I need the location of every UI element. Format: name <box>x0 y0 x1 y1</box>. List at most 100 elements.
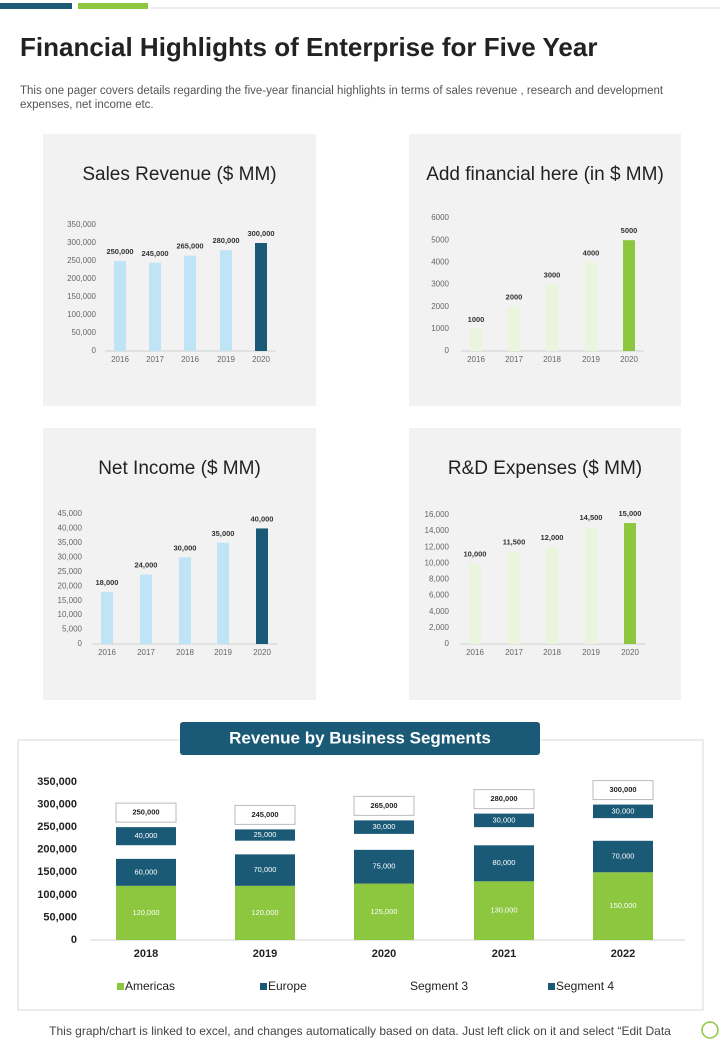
x-tick-label: 2020 <box>621 648 639 657</box>
footer-note: This graph/chart is linked to excel, and… <box>49 1024 671 1038</box>
x-tick-label: 2016 <box>111 355 129 364</box>
x-tick-label: 2020 <box>620 355 638 364</box>
y-tick-label: 50,000 <box>72 328 97 337</box>
bar-segment <box>474 845 534 882</box>
x-tick-label: 2019 <box>582 648 600 657</box>
chart-title: R&D Expenses ($ MM) <box>448 458 642 479</box>
total-box <box>115 802 177 823</box>
y-tick-label: 150,000 <box>37 866 77 878</box>
y-tick-label: 40,000 <box>58 524 83 533</box>
legend-swatch <box>260 983 267 990</box>
legend-swatch <box>548 983 555 990</box>
x-tick-label: 2016 <box>181 355 199 364</box>
bar-segment <box>474 881 534 940</box>
bar <box>101 592 113 644</box>
x-tick-label: 2019 <box>253 948 277 960</box>
bar <box>623 240 635 351</box>
legend-label: Segment 3 <box>410 979 468 993</box>
y-tick-label: 50,000 <box>43 911 77 923</box>
bar <box>149 262 161 351</box>
y-tick-label: 0 <box>92 346 97 355</box>
value-label: 18,000 <box>96 578 119 587</box>
bar <box>508 306 520 351</box>
legend-swatch <box>117 983 124 990</box>
bar-segment <box>593 840 653 873</box>
y-tick-label: 1000 <box>431 324 449 333</box>
bar <box>585 527 597 644</box>
y-tick-label: 10,000 <box>58 610 83 619</box>
total-label: 245,000 <box>251 810 278 819</box>
total-label: 250,000 <box>132 808 159 817</box>
bar <box>255 243 267 351</box>
bar-segment <box>354 820 414 834</box>
value-label: 30,000 <box>493 815 516 824</box>
legend-label: Europe <box>268 979 307 993</box>
value-label: 70,000 <box>612 851 635 860</box>
total-label: 280,000 <box>490 794 517 803</box>
x-tick-label: 2018 <box>134 948 158 960</box>
bar <box>546 547 558 644</box>
total-label: 300,000 <box>609 785 636 794</box>
subtitle-box: This one pager covers details regarding … <box>20 85 664 111</box>
deco-bar <box>78 3 148 9</box>
deco-bar <box>0 3 72 9</box>
value-label: 30,000 <box>373 822 396 831</box>
x-tick-label: 2019 <box>214 648 232 657</box>
y-tick-label: 0 <box>445 346 450 355</box>
y-tick-label: 250,000 <box>67 256 96 265</box>
subtitle: This one pager covers details regarding … <box>20 85 664 111</box>
bar <box>508 551 520 644</box>
y-tick-label: 3000 <box>431 280 449 289</box>
bar <box>470 328 482 351</box>
y-tick-label: 5,000 <box>62 625 83 634</box>
y-tick-label: 0 <box>445 639 450 648</box>
y-tick-label: 4000 <box>431 257 449 266</box>
value-label: 25,000 <box>254 830 277 839</box>
y-tick-label: 0 <box>71 934 77 946</box>
total-box <box>353 795 415 816</box>
bar <box>256 528 268 644</box>
y-tick-label: 15,000 <box>58 596 83 605</box>
y-tick-label: 6000 <box>431 213 449 222</box>
x-tick-label: 2022 <box>611 948 635 960</box>
y-tick-label: 350,000 <box>37 776 77 788</box>
y-tick-label: 6,000 <box>429 591 450 600</box>
y-tick-label: 200,000 <box>67 274 96 283</box>
value-label: 5000 <box>621 226 638 235</box>
x-tick-label: 2017 <box>146 355 164 364</box>
bar <box>546 284 558 351</box>
x-tick-label: 2016 <box>98 648 116 657</box>
chart-title: Net Income ($ MM) <box>98 458 261 479</box>
bar <box>140 574 152 644</box>
value-label: 40,000 <box>251 514 274 523</box>
bar-segment <box>593 818 653 841</box>
y-tick-label: 5000 <box>431 235 449 244</box>
value-label: 300,000 <box>247 229 274 238</box>
panel-bg <box>43 134 316 406</box>
value-label: 125,000 <box>370 907 397 916</box>
x-tick-label: 2021 <box>492 948 516 960</box>
y-tick-label: 10,000 <box>425 558 450 567</box>
x-tick-label: 2016 <box>467 355 485 364</box>
value-label: 12,000 <box>541 533 564 542</box>
y-tick-label: 25,000 <box>58 567 83 576</box>
y-tick-label: 350,000 <box>67 220 96 229</box>
x-tick-label: 2019 <box>582 355 600 364</box>
x-tick-label: 2020 <box>252 355 270 364</box>
y-tick-label: 12,000 <box>425 542 450 551</box>
value-label: 75,000 <box>373 862 396 871</box>
chart-title: Sales Revenue ($ MM) <box>82 164 276 185</box>
bar-segment <box>116 845 176 859</box>
value-label: 10,000 <box>464 549 487 558</box>
value-label: 1000 <box>468 315 485 324</box>
value-label: 3000 <box>544 270 561 279</box>
y-tick-label: 300,000 <box>37 798 77 810</box>
chart-title: Add financial here (in $ MM) <box>426 164 664 185</box>
y-tick-label: 100,000 <box>37 889 77 901</box>
y-tick-label: 35,000 <box>58 538 83 547</box>
value-label: 2000 <box>506 293 523 302</box>
x-tick-label: 2019 <box>217 355 235 364</box>
y-tick-label: 14,000 <box>425 526 450 535</box>
page-title: Financial Highlights of Enterprise for F… <box>20 32 597 62</box>
